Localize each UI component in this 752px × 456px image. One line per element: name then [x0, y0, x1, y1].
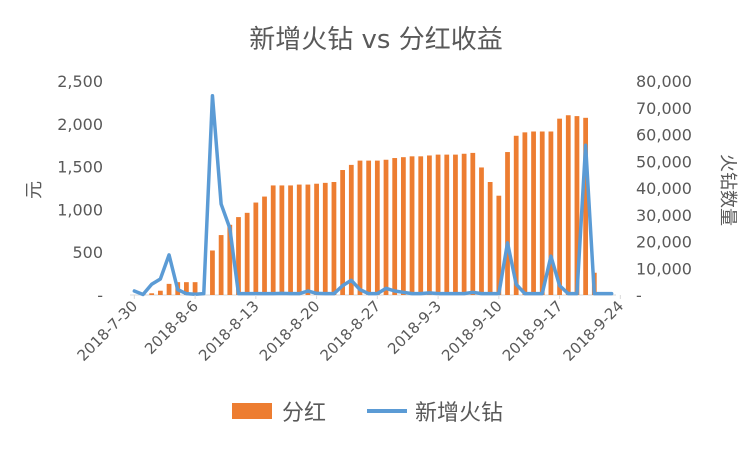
legend: 分红 新增火钻: [232, 401, 503, 426]
bar: [227, 224, 233, 295]
bar: [470, 152, 476, 295]
left-axis-label: 元: [24, 181, 45, 199]
bar: [383, 159, 389, 295]
bar: [357, 160, 363, 295]
bar: [548, 131, 554, 295]
bar: [409, 156, 415, 295]
bar: [270, 185, 276, 295]
right-axis-label: 火钻数量: [717, 154, 738, 226]
bar: [210, 250, 215, 295]
left-axis-ticks: - 500 1,000 1,500 2,000 2,500: [57, 72, 103, 305]
bar: [461, 153, 467, 295]
bar: [453, 154, 458, 295]
bar: [288, 185, 293, 295]
x-tick-label: 2018-8-27: [317, 297, 385, 365]
bar: [236, 217, 241, 295]
bar: [348, 164, 354, 295]
line-path: [132, 93, 614, 297]
bar: [487, 182, 493, 295]
bar: [340, 170, 346, 295]
right-tick-label: 10,000: [636, 259, 692, 278]
right-tick-label: 50,000: [636, 152, 692, 171]
bar: [565, 115, 571, 296]
bar: [583, 117, 589, 295]
x-tick-label: 2018-8-13: [195, 297, 263, 365]
bar: [427, 155, 432, 295]
left-tick-label: 2,000: [57, 115, 103, 134]
legend-label-line: 新增火钻: [415, 401, 503, 426]
bar: [331, 182, 337, 295]
bar: [444, 154, 450, 295]
bar: [522, 132, 528, 295]
right-axis-ticks: - 10,000 20,000 30,000 40,000 50,000 60,000 70,…: [636, 72, 692, 305]
bar: [513, 135, 519, 295]
right-tick-label: 30,000: [636, 206, 692, 225]
bar: [496, 195, 502, 295]
bar: [314, 183, 319, 295]
left-tick-label: 1,000: [57, 200, 103, 219]
bar: [531, 131, 536, 295]
right-tick-label: 60,000: [636, 126, 692, 145]
bar-series-fenhong: [140, 115, 597, 296]
right-tick-label: 20,000: [636, 233, 692, 252]
bar: [479, 167, 484, 295]
bar: [539, 131, 545, 295]
x-tick-label: 2018-9-3: [384, 297, 445, 358]
bar: [184, 282, 189, 295]
bar: [244, 212, 250, 295]
right-tick-label: 70,000: [636, 99, 692, 118]
bar: [400, 157, 406, 295]
bar: [418, 156, 424, 295]
chart-title: 新增火钻 vs 分红收益: [249, 25, 502, 55]
bar: [149, 293, 155, 295]
bar: [305, 184, 311, 295]
bar: [262, 196, 267, 295]
left-tick-label: 1,500: [57, 158, 103, 177]
bar: [366, 160, 372, 295]
right-tick-label: -: [636, 286, 642, 305]
bar: [166, 283, 172, 295]
bar: [374, 160, 380, 295]
bar: [279, 185, 285, 295]
bar: [505, 152, 510, 295]
x-tick-label: 2018-8-6: [141, 297, 202, 358]
bar: [296, 184, 302, 295]
bar: [322, 182, 328, 295]
x-tick-label: 2018-9-17: [499, 297, 567, 365]
x-tick-label: 2018-7-30: [74, 297, 142, 365]
x-axis-ticks: 2018-7-30 2018-8-62018-8-132018-8-202018-…: [74, 295, 628, 365]
x-tick-label: 2018-8-20: [256, 297, 324, 365]
bar: [218, 235, 224, 295]
x-tick-label: 2018-9-10: [438, 297, 506, 365]
bar: [192, 282, 198, 295]
bar: [157, 290, 163, 295]
right-tick-label: 80,000: [636, 72, 692, 91]
legend-label-bar: 分红: [282, 401, 326, 426]
left-tick-label: 2,500: [57, 72, 103, 91]
legend-swatch-bar: [232, 403, 272, 419]
bar: [557, 118, 562, 295]
x-tick-label: 2018-9-24: [560, 297, 628, 365]
bar: [435, 154, 441, 295]
right-tick-label: 40,000: [636, 179, 692, 198]
bar: [392, 158, 398, 295]
bar: [574, 116, 580, 295]
left-tick-label: 500: [72, 243, 103, 262]
line-series-xinzeng-huozuan: [132, 93, 614, 297]
left-tick-label: -: [97, 286, 103, 305]
bar: [253, 202, 259, 295]
